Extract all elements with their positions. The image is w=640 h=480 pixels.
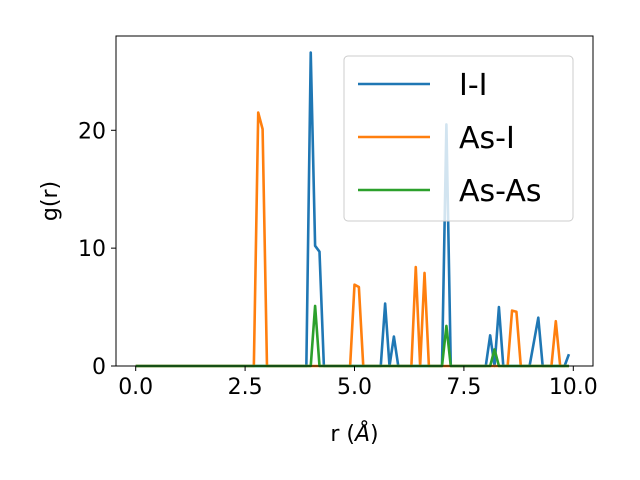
legend-box <box>343 55 574 222</box>
x-tick-label: 5.0 <box>337 375 372 400</box>
y-tick-label: 20 <box>78 119 106 144</box>
x-axis-label: r (Å) <box>330 420 378 447</box>
y-tick-label: 10 <box>78 237 106 262</box>
legend-label: I-I <box>459 68 488 103</box>
x-tick-label: 10.0 <box>549 375 598 400</box>
y-axis-label: g(r) <box>38 181 63 221</box>
x-tick-label: 7.5 <box>446 375 481 400</box>
axis-ticks: 0.0 2.5 5.0 7.5 10.0 0 10 20 <box>78 119 598 400</box>
series-line-1 <box>135 51 571 368</box>
legend-label: As-I <box>459 121 515 156</box>
legend-label: As-As <box>459 174 541 209</box>
x-tick-label: 0.0 <box>118 375 153 400</box>
y-tick-label: 0 <box>92 355 106 380</box>
series-line-3 <box>135 304 569 368</box>
legend: I-I As-I As-As <box>343 55 574 222</box>
x-tick-label: 2.5 <box>228 375 263 400</box>
